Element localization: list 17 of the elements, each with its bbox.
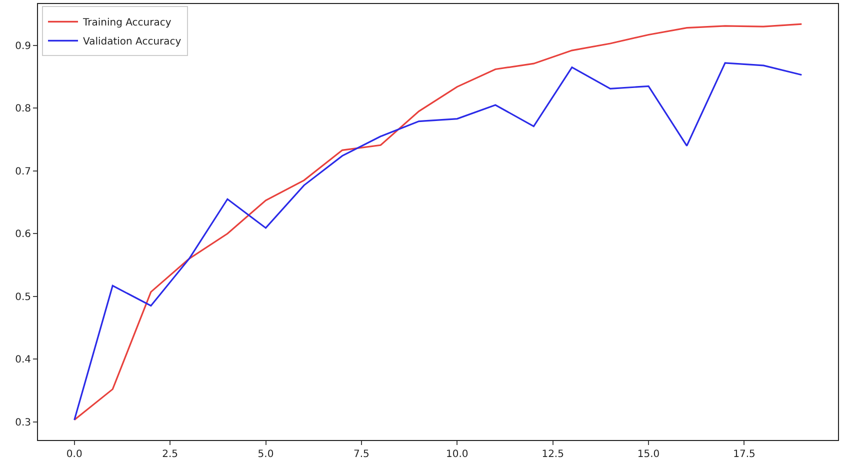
x-tick-label: 0.0 xyxy=(66,449,82,460)
x-tick-label: 10.0 xyxy=(446,449,468,460)
legend-label: Validation Accuracy xyxy=(83,36,182,48)
legend-label: Training Accuracy xyxy=(82,18,172,29)
x-tick-label: 15.0 xyxy=(637,449,660,460)
x-tick-label: 17.5 xyxy=(733,449,756,460)
y-tick-label: 0.7 xyxy=(15,166,31,178)
y-tick-label: 0.5 xyxy=(15,292,31,303)
x-tick-label: 12.5 xyxy=(542,449,564,460)
x-tick-label: 7.5 xyxy=(353,449,370,460)
y-tick-label: 0.6 xyxy=(15,229,31,240)
y-tick-label: 0.3 xyxy=(15,417,31,428)
x-tick-label: 2.5 xyxy=(162,449,178,460)
y-tick-label: 0.8 xyxy=(15,104,31,115)
y-tick-label: 0.9 xyxy=(15,40,31,52)
y-tick-label: 0.4 xyxy=(15,354,31,366)
x-tick-label: 5.0 xyxy=(258,449,274,460)
